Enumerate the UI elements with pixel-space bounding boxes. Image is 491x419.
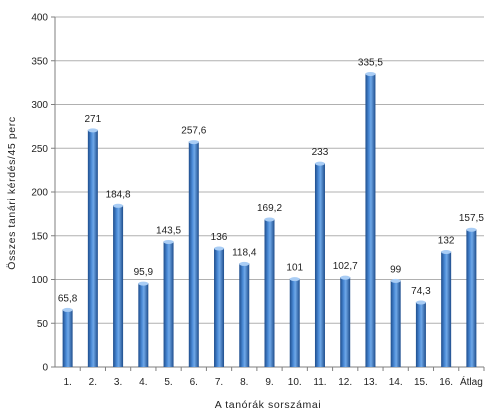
bar-cap: [264, 217, 275, 222]
y-tick-label: 150: [31, 231, 48, 242]
x-tick-label: 14.: [389, 377, 403, 388]
x-tick-label: 5.: [164, 377, 172, 388]
x-axis-title: A tanórák sorszámai: [215, 399, 322, 411]
bar: [390, 280, 401, 367]
bar: [441, 251, 452, 367]
data-labels: 65,8 271 184,8 95,9 143,5 257,6 136 118,4 169,2 1…: [58, 57, 484, 304]
data-label: 101: [286, 263, 303, 274]
bar-cap: [415, 300, 426, 305]
x-tick-label: 12.: [338, 377, 352, 388]
data-label: 95,9: [134, 267, 154, 278]
x-tick-labels: 1. 2. 3. 4. 5. 6. 7. 8. 9. 10. 11. 12. 13. 14. 15. 16. Á…: [63, 375, 482, 388]
bar: [340, 277, 351, 367]
x-tick-label: 13.: [363, 377, 377, 388]
bar-cap: [314, 161, 325, 166]
bar-cap: [113, 203, 124, 208]
bar: [214, 248, 225, 367]
x-tick-label: 7.: [215, 377, 223, 388]
x-tick-label: Átlag: [460, 375, 483, 388]
x-tick-label: 6.: [190, 377, 198, 388]
x-tick-label: 16.: [439, 377, 453, 388]
x-tick-label: 9.: [265, 377, 273, 388]
bar-cap: [239, 261, 250, 266]
y-tick-label: 50: [37, 319, 49, 330]
y-tick-label: 250: [31, 144, 48, 155]
data-label: 74,3: [411, 286, 431, 297]
bar: [62, 309, 73, 367]
data-label: 184,8: [106, 189, 131, 200]
y-tick-label: 300: [31, 100, 48, 111]
bar: [138, 283, 149, 367]
bar-cap: [163, 239, 174, 244]
bar: [113, 205, 124, 367]
bar: [314, 163, 325, 367]
x-tick-label: 10.: [288, 377, 302, 388]
bar: [163, 241, 174, 367]
data-label: 143,5: [156, 225, 181, 236]
y-axis-title: Összes tanári kérdés/45 perc: [6, 116, 18, 269]
data-label: 136: [211, 232, 228, 243]
data-label: 233: [312, 147, 329, 158]
x-tick-label: 2.: [89, 377, 97, 388]
bar-cap: [138, 281, 149, 286]
bar-cap: [340, 275, 351, 280]
bar: [415, 301, 426, 367]
bar-cap: [87, 128, 98, 133]
bar-cap: [441, 250, 452, 254]
y-tick-label: 0: [42, 363, 48, 374]
x-tick-label: 1.: [63, 377, 71, 388]
y-tick-labels: 0 50 100 150 200 250 300 350 400: [31, 13, 48, 374]
bar-cap: [466, 227, 477, 232]
bar: [239, 263, 250, 367]
data-label: 257,6: [181, 126, 206, 137]
data-label: 157,5: [459, 213, 484, 224]
data-label: 102,7: [333, 261, 358, 272]
bars: [62, 71, 477, 367]
x-tick-label: 4.: [139, 377, 147, 388]
x-tick-label: 15.: [414, 377, 428, 388]
bar: [289, 278, 300, 367]
data-label: 271: [85, 114, 102, 125]
x-tick-label: 11.: [313, 377, 326, 388]
bar: [87, 129, 98, 367]
data-label: 132: [438, 236, 455, 247]
x-tick-label: 3.: [114, 377, 122, 388]
data-label: 169,2: [257, 203, 282, 214]
y-tick-label: 350: [31, 56, 48, 67]
bar-cap: [289, 277, 300, 282]
y-tick-label: 200: [31, 188, 48, 199]
y-tick-label: 400: [31, 13, 48, 24]
data-label: 65,8: [58, 293, 78, 304]
bar-cap: [188, 140, 199, 145]
axes: [51, 16, 485, 371]
data-label: 99: [390, 264, 402, 275]
bar-cap: [365, 71, 376, 76]
y-tick-label: 100: [31, 275, 48, 286]
bar-cap: [62, 307, 73, 312]
data-label: 335,5: [358, 57, 383, 68]
bar-cap: [390, 278, 401, 283]
bar-cap: [214, 246, 225, 251]
x-tick-label: 8.: [240, 377, 248, 388]
bar: [365, 73, 376, 367]
bar: [188, 141, 199, 367]
bar: [264, 218, 275, 367]
data-label: 118,4: [232, 247, 257, 258]
bar: [466, 229, 477, 367]
